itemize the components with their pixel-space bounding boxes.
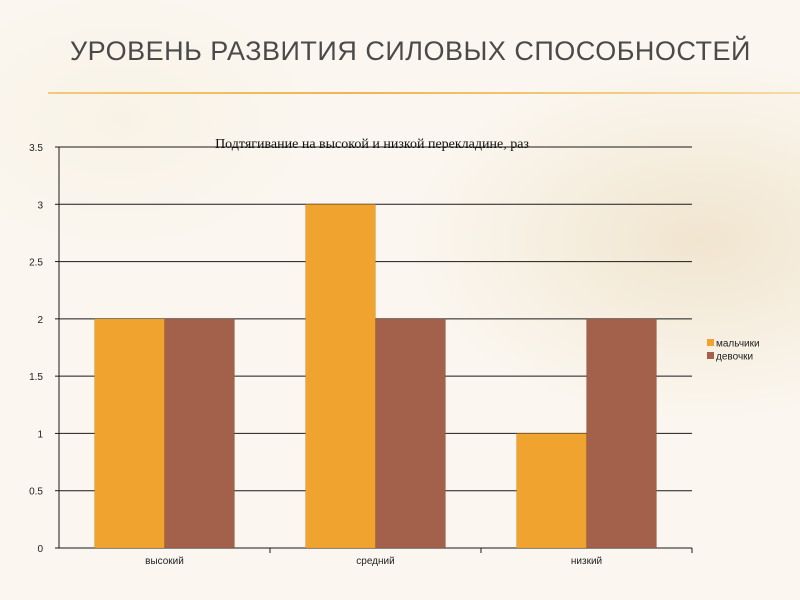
chart-title: Подтягивание на высокой и низкой перекла… [215, 137, 529, 152]
bar-мальчики-высокий [94, 318, 165, 549]
slide-title: УРОВЕНЬ РАЗВИТИЯ СИЛОВЫХ СПОСОБНОСТЕЙ [70, 36, 751, 66]
bar-девочки-средний [375, 318, 446, 549]
legend-swatch-девочки [707, 352, 714, 359]
y-tick-label: 1 [37, 429, 43, 440]
y-tick-label: 0.5 [29, 487, 43, 498]
y-tick-label: 1.5 [29, 372, 43, 383]
x-tick-label: высокий [145, 556, 184, 567]
bar-мальчики-средний [305, 204, 376, 549]
y-axis-ticks: 0 0.5 1 1.5 2 2.5 3 3.5 [29, 143, 59, 555]
legend-label: мальчики [716, 339, 760, 350]
x-axis-labels: высокий средний низкий [145, 556, 602, 567]
y-tick-label: 3.5 [29, 143, 43, 154]
x-tick-label: средний [356, 556, 394, 567]
legend-swatch-мальчики [707, 339, 714, 346]
y-tick-label: 3 [37, 200, 43, 211]
legend-label: девочки [716, 352, 753, 363]
y-tick-label: 0 [37, 544, 43, 555]
y-tick-label: 2.5 [29, 258, 43, 269]
y-tick-label: 2 [37, 315, 43, 326]
title-divider [48, 92, 800, 94]
x-tick-label: низкий [571, 556, 602, 567]
legend: мальчики девочки [707, 339, 760, 363]
bar-мальчики-низкий [516, 433, 587, 549]
bar-девочки-низкий [586, 318, 657, 549]
bar-девочки-высокий [164, 318, 235, 549]
bars [94, 204, 657, 549]
